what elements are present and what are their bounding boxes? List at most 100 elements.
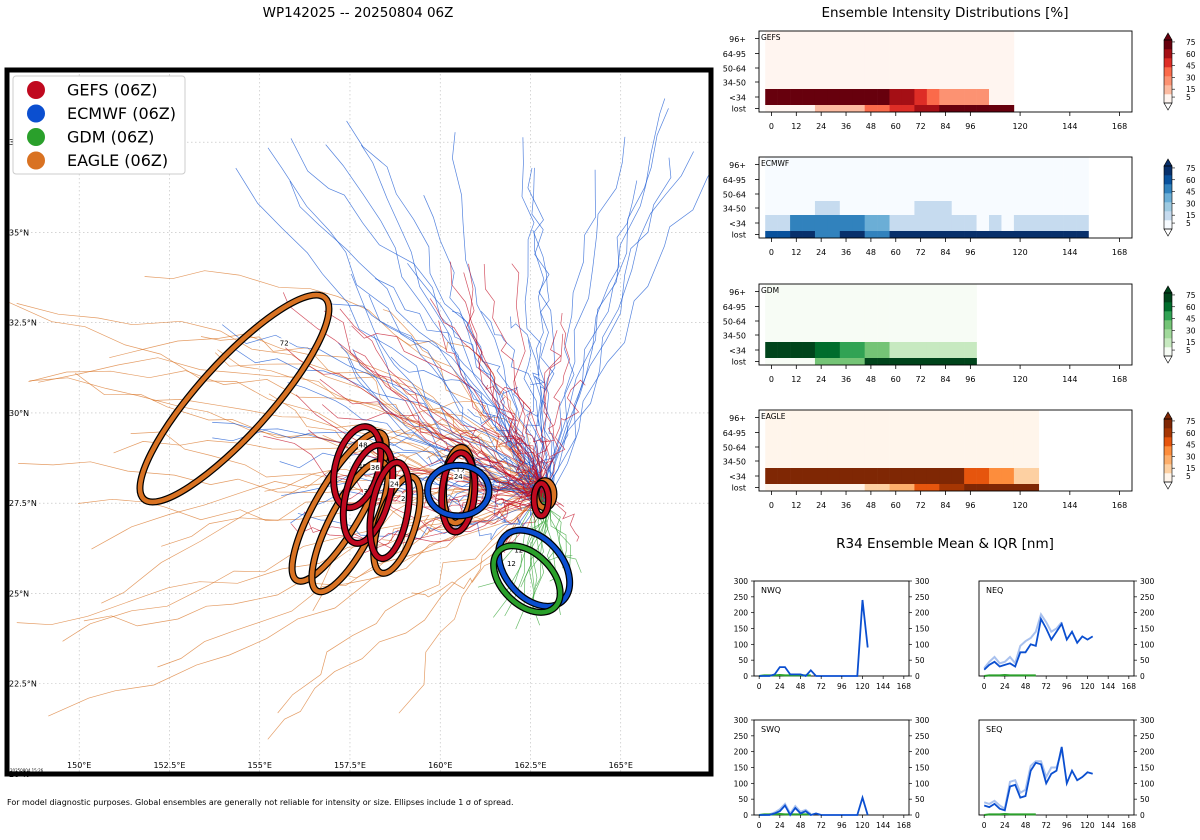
r34-ylabel: 200 (734, 609, 749, 618)
heat-cell (1001, 46, 1015, 61)
ellipse-label: 48 (359, 442, 368, 450)
colorbar-label: 75 (1186, 291, 1196, 300)
heat-cell (839, 284, 853, 299)
ensemble-track (308, 429, 548, 494)
ecmwf-mean-line (759, 794, 869, 817)
heat-cell (765, 75, 778, 89)
r34-xlabel: 48 (1021, 821, 1031, 830)
r34-ylabel-right: 250 (1140, 593, 1155, 602)
heat-cell (964, 468, 977, 484)
heat-cell (889, 157, 903, 172)
heat-cell (964, 284, 977, 299)
heat-cell (765, 328, 778, 342)
heat-cell (889, 314, 903, 328)
ellipse-label-bg (279, 338, 290, 348)
heat-cell (790, 31, 803, 46)
heat-cell (827, 342, 841, 358)
heat-cell (814, 342, 828, 358)
heat-cell (839, 440, 853, 454)
heat-cell (964, 342, 977, 358)
heat-cell (914, 440, 928, 454)
heat-cell (814, 105, 828, 112)
colorbar-segment (1164, 464, 1172, 474)
heat-cell (926, 75, 940, 89)
heat-cell (1076, 231, 1089, 238)
heat-cell (852, 425, 865, 440)
r34-panel-name: SWQ (761, 725, 780, 734)
heat-cell (777, 358, 791, 365)
heat-cell (914, 425, 928, 440)
colorbar-segment (1164, 293, 1172, 303)
ensemble-track (279, 451, 541, 491)
heat-cell (839, 358, 853, 365)
heat-cell (827, 454, 841, 468)
heat-cell (951, 105, 965, 112)
ensemble-track (290, 138, 548, 489)
map-stamp: 20250804 15:26 (10, 768, 44, 773)
colorbar-segment (1164, 446, 1172, 456)
heat-cell (989, 46, 1002, 61)
heat-cell (777, 342, 791, 358)
heat-cell (964, 46, 977, 61)
colorbar-arrow-bottom (1163, 481, 1173, 490)
heat-cell (926, 454, 940, 468)
ensemble-track (543, 108, 669, 503)
heat-cell (889, 284, 903, 299)
heat-cell (765, 425, 778, 440)
lon-label: 150°E (67, 761, 91, 770)
heat-cell (964, 89, 977, 105)
lat-label: 30°N (9, 409, 29, 418)
heat-cell (901, 61, 915, 75)
heat-cell (1013, 231, 1027, 238)
r34-ylabel: 0 (743, 811, 748, 820)
ensemble-track (235, 167, 546, 490)
heat-cell (765, 440, 778, 454)
heat-cell (777, 425, 791, 440)
colorbar-segment (1164, 311, 1172, 321)
r34-ylabel-right: 150 (1140, 625, 1155, 634)
heat-cell (901, 440, 915, 454)
legend-box (12, 75, 186, 175)
heat-cell (989, 454, 1002, 468)
heat-cell (852, 284, 865, 299)
heat-cell (1026, 201, 1040, 215)
heat-xlabel: 60 (891, 248, 901, 257)
heat-cell (951, 454, 965, 468)
heat-cell (889, 328, 903, 342)
heat-cell (827, 410, 841, 425)
heat-cell (839, 31, 853, 46)
heat-cell (827, 105, 841, 112)
spread-ellipse-gdm (491, 543, 563, 615)
ensemble-track (429, 298, 552, 502)
heat-cell (852, 468, 865, 484)
heat-cell (964, 299, 977, 314)
heat-xlabel: 120 (1012, 248, 1027, 257)
heat-ylabel: 34-50 (723, 332, 746, 341)
heat-cell (790, 328, 803, 342)
legend-label: GDM (06Z) (67, 128, 154, 147)
heat-cell (765, 410, 778, 425)
heat-cell (864, 46, 878, 61)
colorbar-frame (1163, 39, 1173, 104)
heat-cell (814, 89, 828, 105)
heat-cell (914, 46, 928, 61)
heat-cell (765, 157, 778, 172)
r34-panel-name: NWQ (761, 586, 781, 595)
heat-cell (777, 484, 791, 491)
r34-xlabel: 168 (1122, 821, 1137, 830)
heat-cell (926, 31, 940, 46)
heat-cell (877, 284, 890, 299)
colorbar-label: 5 (1186, 219, 1191, 228)
heat-cell (926, 231, 940, 238)
heat-cell (989, 157, 1002, 172)
heat-cell (926, 484, 940, 491)
r34-xlabel: 144 (876, 821, 891, 830)
ellipse-label: 24 (390, 481, 399, 489)
heat-cell (901, 342, 915, 358)
heat-cell (765, 215, 778, 231)
heat-cell (914, 328, 928, 342)
heat-ylabel: <34 (729, 473, 746, 482)
r34-xlabel: 24 (775, 821, 785, 830)
legend-marker-gefs (27, 81, 45, 99)
heat-xlabel: 120 (1012, 122, 1027, 131)
